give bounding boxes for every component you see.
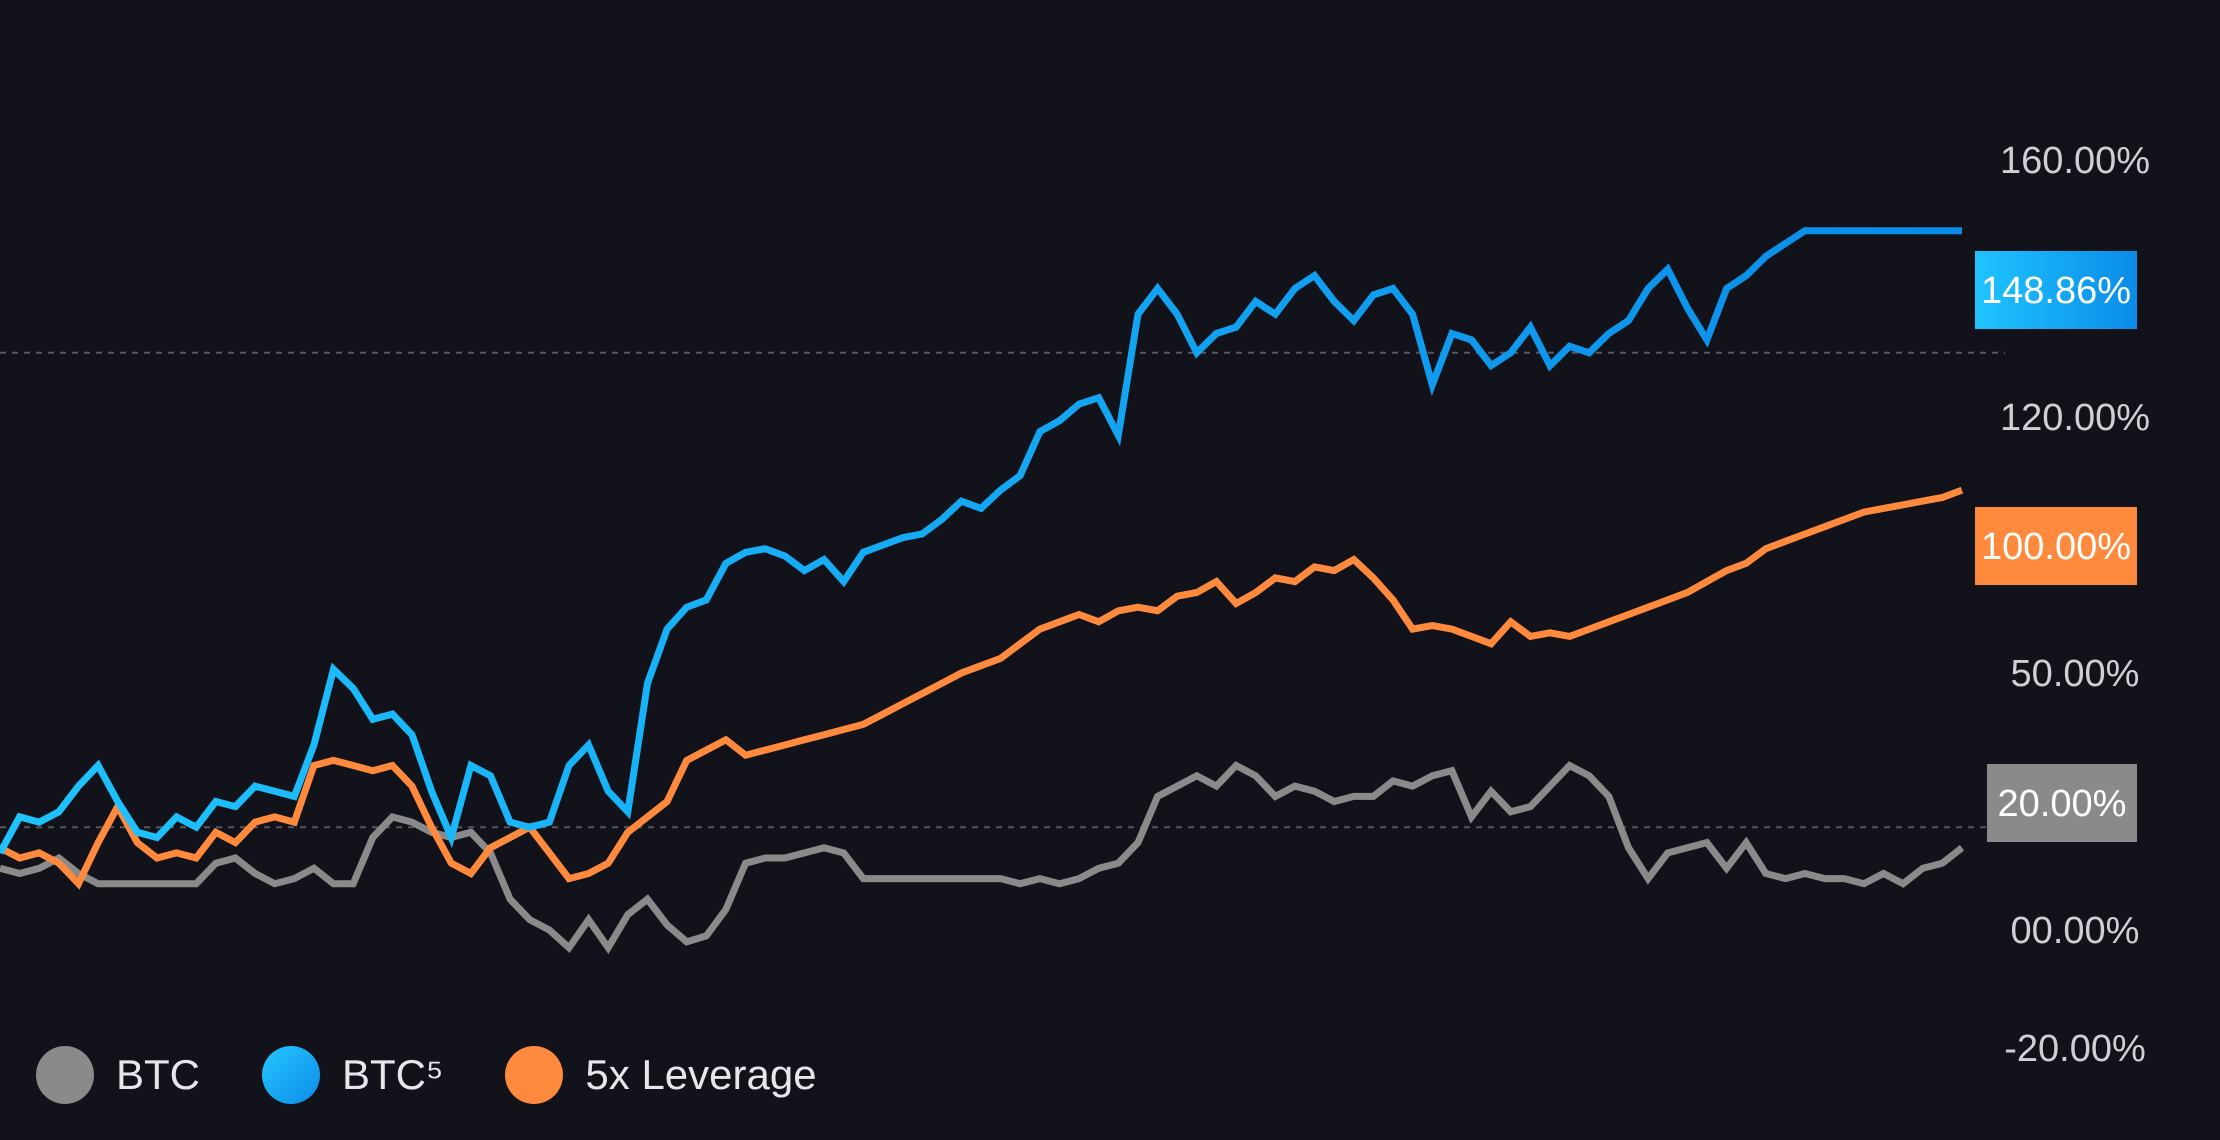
y-tick-label: 120.00% xyxy=(2000,397,2150,439)
btc5-line xyxy=(0,227,1962,855)
legend-item-5x-leverage[interactable]: 5x Leverage xyxy=(505,1046,817,1104)
y-tick-label: 160.00% xyxy=(2000,140,2150,182)
y-tick-label: 50.00% xyxy=(2011,653,2140,695)
series-layer xyxy=(0,227,1965,955)
btc5-end-badge: 148.86% xyxy=(1975,251,2137,329)
y-tick-label: -20.00% xyxy=(2004,1028,2146,1070)
leverage-dot-icon xyxy=(505,1046,564,1104)
badge-background xyxy=(1975,251,2137,329)
legend-item-btc5[interactable]: BTC⁵ xyxy=(262,1046,443,1104)
legend-label-btc: BTC xyxy=(116,1051,200,1098)
leverage-line xyxy=(0,486,1964,890)
btc-dot-icon xyxy=(36,1046,94,1104)
legend-item-btc[interactable]: BTC xyxy=(36,1046,200,1104)
badge-background xyxy=(1975,507,2137,585)
legend: BTC BTC⁵ 5x Leverage xyxy=(36,1046,879,1104)
y-tick-label: 00.00% xyxy=(2011,910,2140,952)
legend-label-5x-leverage: 5x Leverage xyxy=(585,1051,817,1098)
btc-end-badge: 20.00% xyxy=(1987,764,2137,842)
badge-value: 148.86% xyxy=(1981,270,2131,312)
badge-value: 100.00% xyxy=(1981,526,2131,568)
badge-background xyxy=(1987,764,2137,842)
y-axis: 160.00% 120.00% 50.00% 00.00% -20.00% xyxy=(2000,140,2150,1070)
btc5-dot-icon xyxy=(262,1046,320,1104)
grid-layer xyxy=(0,351,2005,829)
legend-label-btc5: BTC⁵ xyxy=(342,1051,444,1098)
badge-value: 20.00% xyxy=(1998,783,2127,825)
btc-line xyxy=(0,761,1965,955)
end-value-badges: 148.86% 100.00% 20.00% xyxy=(1975,251,2137,842)
leverage-end-badge: 100.00% xyxy=(1975,507,2137,585)
